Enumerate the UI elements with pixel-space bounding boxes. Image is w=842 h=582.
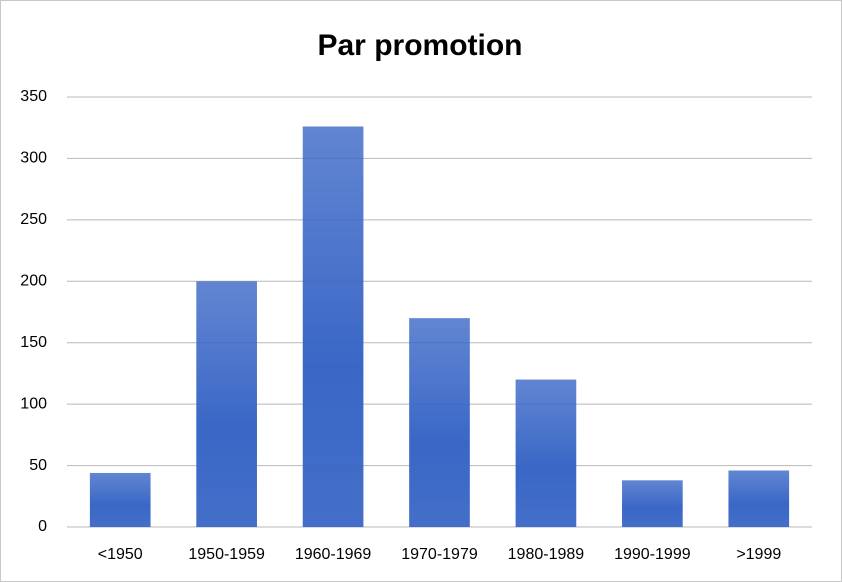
y-tick-label: 250 — [20, 211, 47, 228]
x-tick-label: <1950 — [98, 546, 143, 563]
bar — [196, 281, 257, 527]
x-tick-label: >1999 — [736, 546, 781, 563]
y-tick-label: 300 — [20, 150, 47, 167]
bar — [409, 318, 470, 527]
bar — [728, 470, 790, 527]
bar — [89, 472, 151, 527]
y-tick-label: 100 — [20, 395, 47, 412]
bar — [622, 480, 683, 527]
y-tick-label: 150 — [20, 334, 47, 351]
x-tick-label: 1980-1989 — [508, 546, 585, 563]
chart-title: Par promotion — [317, 29, 522, 62]
bar — [515, 379, 577, 527]
y-tick-label: 50 — [29, 457, 47, 474]
bar — [302, 126, 364, 527]
x-tick-label: 1970-1979 — [401, 546, 478, 563]
x-tick-label: 1990-1999 — [614, 546, 691, 563]
y-tick-label: 0 — [38, 518, 47, 535]
x-tick-label: 1960-1969 — [295, 546, 372, 563]
y-tick-label: 200 — [20, 273, 47, 290]
x-tick-label: 1950-1959 — [188, 546, 265, 563]
y-tick-label: 350 — [20, 88, 47, 105]
